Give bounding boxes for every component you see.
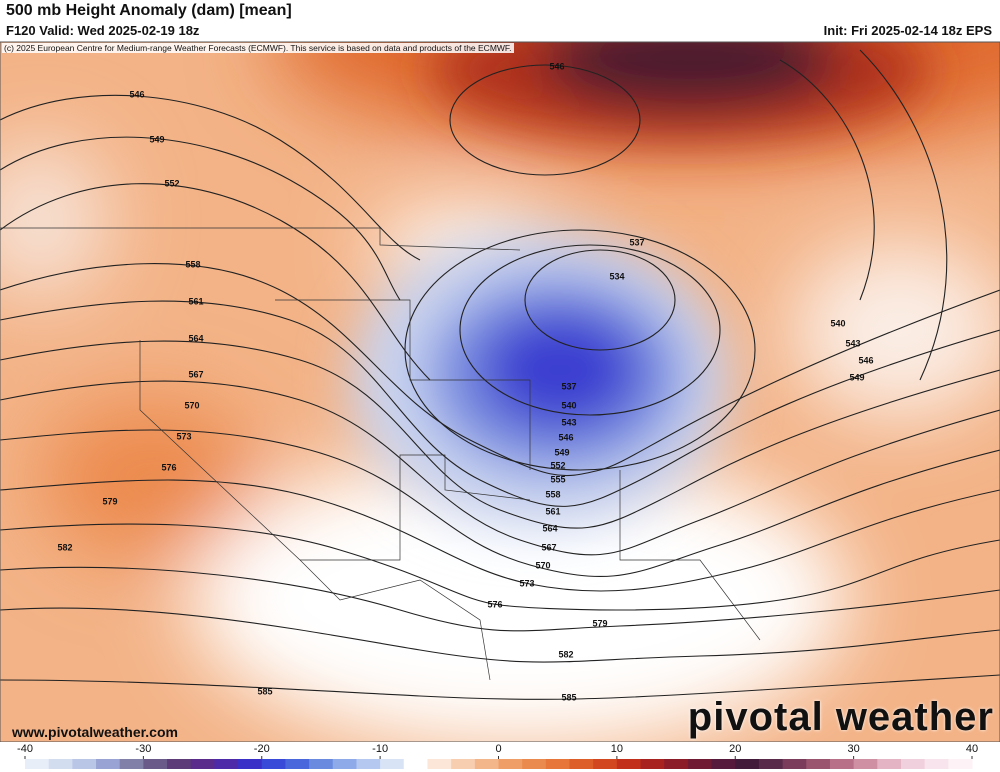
contour-label: 546 xyxy=(129,89,144,99)
contour-label: 579 xyxy=(592,618,607,628)
contour-label: 549 xyxy=(849,372,864,382)
colorbar-swatch xyxy=(167,759,192,769)
colorbar-tick-label: 10 xyxy=(611,743,623,755)
contour-label: 552 xyxy=(550,460,565,470)
colorbar-swatch xyxy=(545,759,571,769)
contour-label: 576 xyxy=(161,462,176,472)
colorbar-swatch xyxy=(474,759,499,769)
colorbar-swatch xyxy=(214,759,239,769)
contour-label: 540 xyxy=(830,318,845,328)
colorbar-swatch xyxy=(25,759,50,769)
colorbar-swatch xyxy=(48,759,73,769)
colorbar-swatch xyxy=(877,759,902,769)
contour-label: 534 xyxy=(609,271,624,281)
anomaly-field xyxy=(0,42,1000,742)
contour-label: 555 xyxy=(550,474,565,484)
contour-label: 570 xyxy=(184,400,199,410)
contour-label: 564 xyxy=(188,333,203,343)
contour-label: 564 xyxy=(542,523,557,533)
init-time: Init: Fri 2025-02-14 18z EPS xyxy=(823,23,992,38)
website: www.pivotalweather.com xyxy=(12,724,178,740)
contour-label: 582 xyxy=(57,542,72,552)
contour-label: 573 xyxy=(176,431,191,441)
colorbar-swatch xyxy=(451,759,476,769)
contour-label: 585 xyxy=(561,692,576,702)
colorbar-tick-label: -40 xyxy=(17,743,33,755)
colorbar-swatch xyxy=(285,759,310,769)
height-contours xyxy=(0,49,1000,700)
colorbar-swatch xyxy=(616,759,642,769)
colorbar-swatch xyxy=(640,759,665,769)
colorbar-swatch xyxy=(309,759,334,769)
colorbar-swatch xyxy=(427,759,452,769)
colorbar-swatch xyxy=(522,759,547,769)
contour-label: 549 xyxy=(149,134,164,144)
colorbar-swatch xyxy=(948,759,973,769)
colorbar-swatch xyxy=(403,759,428,769)
colorbar-swatch xyxy=(332,759,357,769)
contour-label: 546 xyxy=(858,355,873,365)
colorbar-swatch xyxy=(380,759,405,769)
contour-label: 546 xyxy=(549,61,564,71)
valid-time: F120 Valid: Wed 2025-02-19 18z xyxy=(6,23,200,38)
colorbar-swatch xyxy=(356,759,381,769)
borders xyxy=(0,227,761,681)
colorbar-swatch xyxy=(782,759,807,769)
colorbar-swatch xyxy=(569,759,594,769)
colorbar-tick-label: -30 xyxy=(135,743,151,755)
colorbar-swatch xyxy=(498,759,523,769)
colorbar-swatch xyxy=(238,759,263,769)
contour-label: 561 xyxy=(545,506,560,516)
colorbar-tick-label: 20 xyxy=(729,743,741,755)
colorbar-swatch xyxy=(924,759,949,769)
colorbar-swatch xyxy=(853,759,878,769)
colorbar-tick-label: 40 xyxy=(966,743,978,755)
colorbar-tick-label: 0 xyxy=(495,743,501,755)
colorbar: -40 -30 -20 -10 0 10 20 30 40 xyxy=(0,742,1000,772)
colorbar-tick-label: 30 xyxy=(848,743,860,755)
contour-label: 549 xyxy=(554,447,569,457)
contour-label: 546 xyxy=(558,432,573,442)
contour-label: 582 xyxy=(558,649,573,659)
colorbar-tick-label: -20 xyxy=(254,743,270,755)
contour-label: 558 xyxy=(185,259,200,269)
colorbar-swatch xyxy=(664,759,689,769)
contour-label: 540 xyxy=(561,400,576,410)
colorbar-swatch xyxy=(143,759,168,769)
colorbar-swatch xyxy=(687,759,713,769)
colorbar-swatch xyxy=(261,759,286,769)
contour-label: 537 xyxy=(629,237,644,247)
colorbar-swatch xyxy=(119,759,144,769)
colorbar-swatch xyxy=(190,759,215,769)
contour-label: 558 xyxy=(545,489,560,499)
colorbar-swatch xyxy=(900,759,926,769)
contour-label: 567 xyxy=(188,369,203,379)
contour-label-layer: 5465495525585615645675705735765795825855… xyxy=(57,61,873,702)
colorbar-swatch xyxy=(829,759,855,769)
contour-label: 573 xyxy=(519,578,534,588)
colorbar-tick-label: -10 xyxy=(372,743,388,755)
contour-label: 579 xyxy=(102,496,117,506)
copyright: (c) 2025 European Centre for Medium-rang… xyxy=(2,43,514,53)
contour-label: 576 xyxy=(487,599,502,609)
colorbar-swatch xyxy=(711,759,736,769)
logo: pivotal weather xyxy=(687,695,994,739)
colorbar-swatch xyxy=(96,759,121,769)
colorbar-swatch xyxy=(735,759,760,769)
contour-label: 543 xyxy=(845,338,860,348)
colorbar-swatch xyxy=(72,759,97,769)
contour-label: 567 xyxy=(541,542,556,552)
contour-label: 570 xyxy=(535,560,550,570)
contour-label: 537 xyxy=(561,381,576,391)
colorbar-swatch xyxy=(593,759,618,769)
contour-label: 543 xyxy=(561,417,576,427)
title: 500 mb Height Anomaly (dam) [mean] xyxy=(6,2,292,19)
contour-label: 561 xyxy=(188,296,203,306)
colorbar-swatch xyxy=(758,759,784,769)
contour-label: 585 xyxy=(257,686,272,696)
contour-label: 552 xyxy=(164,178,179,188)
colorbar-swatch xyxy=(806,759,831,769)
